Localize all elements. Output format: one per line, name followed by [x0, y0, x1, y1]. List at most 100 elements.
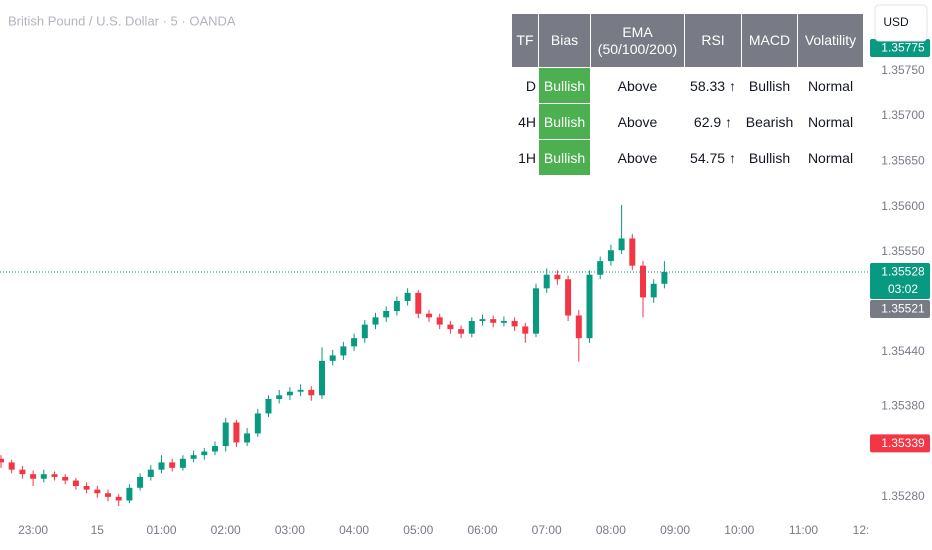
bias-cell: Bullish: [538, 103, 591, 140]
table-header-cell: RSI: [684, 13, 742, 68]
currency-button-label[interactable]: USD: [883, 15, 909, 29]
table-cell: Bullish: [741, 139, 798, 176]
x-tick-label: 03:00: [275, 523, 305, 537]
table-header-cell: Volatility: [797, 13, 864, 68]
candle-body: [533, 288, 539, 334]
table-body: D Bullish Above 58.33 ↑ Bullish Normal 4H Bulli…: [511, 67, 864, 176]
candle-body: [458, 329, 465, 334]
y-tick-label: 1.35700: [881, 108, 925, 122]
bias-cell: Bullish: [538, 139, 591, 176]
candle-body: [179, 458, 186, 468]
candle-body: [640, 265, 646, 298]
candle-body: [83, 485, 90, 490]
table-header: TF Bias EMA (50/100/200) RSI MACD Volatility: [511, 13, 864, 68]
candle-body: [51, 474, 58, 477]
candle-body: [597, 261, 604, 275]
candle-body: [393, 301, 400, 311]
candle-body: [233, 422, 240, 443]
candle-body: [447, 324, 454, 330]
candle-body: [361, 324, 368, 339]
candle-body: [565, 279, 572, 316]
candle-body: [0, 458, 4, 463]
candle-body: [147, 469, 154, 477]
candle-body: [415, 292, 422, 314]
candle-body: [308, 389, 315, 396]
x-tick-label: 09:00: [660, 523, 690, 537]
table-row: D Bullish Above 58.33 ↑ Bullish Normal: [511, 67, 864, 104]
table-header-cell: EMA (50/100/200): [590, 13, 685, 68]
candle-body: [297, 389, 304, 392]
candle-body: [319, 360, 325, 396]
candle-body: [543, 274, 550, 289]
candle-body: [351, 338, 358, 347]
y-tick-label: 1.35440: [881, 344, 925, 358]
table-cell: Normal: [797, 139, 864, 176]
table-cell: Bearish: [741, 103, 798, 140]
candle-body: [30, 474, 37, 479]
x-tick-label: 07:00: [532, 523, 562, 537]
indicator-table: TF Bias EMA (50/100/200) RSI MACD Volatility …: [511, 13, 864, 176]
x-tick-label: 04:00: [339, 523, 369, 537]
table-header-cell: TF: [511, 13, 539, 68]
candle-body: [244, 433, 251, 443]
price-label: [870, 434, 930, 453]
candle-body: [222, 422, 229, 447]
candle-body: [650, 283, 657, 298]
y-tick-label: 1.35600: [881, 199, 925, 213]
candle-body: [19, 469, 26, 475]
table-cell: D: [511, 67, 539, 104]
bias-cell: Bullish: [538, 67, 591, 104]
table-cell: Normal: [797, 67, 864, 104]
candle-body: [629, 238, 636, 266]
x-tick-label: 08:00: [596, 523, 626, 537]
candle-body: [383, 310, 390, 318]
price-label: [870, 300, 930, 319]
candle-body: [126, 487, 133, 501]
candle-body: [40, 474, 47, 479]
price-label-text: 1.35528: [881, 265, 925, 279]
x-tick-label: 02:00: [211, 523, 241, 537]
currency-button[interactable]: [874, 4, 928, 42]
table-cell: 62.9 ↑: [684, 103, 742, 140]
x-tick-label: 01:00: [146, 523, 176, 537]
candle-body: [169, 462, 176, 468]
table-cell: 4H: [511, 103, 539, 140]
candle-body: [190, 455, 197, 459]
candle-body: [276, 395, 283, 399]
candle-body: [468, 320, 475, 334]
candle-body: [254, 413, 261, 434]
candle-body: [115, 496, 122, 501]
candle-body: [554, 274, 561, 280]
candle-body: [607, 250, 614, 262]
candle-body: [265, 398, 272, 414]
table-header-cell: MACD: [741, 13, 798, 68]
candle-body: [72, 480, 79, 486]
x-tick-label: 10:00: [724, 523, 754, 537]
table-cell: Normal: [797, 103, 864, 140]
table-row: 1H Bullish Above 54.75 ↑ Bullish Normal: [511, 139, 864, 176]
countdown-text: 03:02: [888, 282, 918, 296]
price-label-text: 1.35775: [881, 41, 925, 55]
candle-body: [137, 476, 144, 488]
table-row: 4H Bullish Above 62.9 ↑ Bearish Normal: [511, 103, 864, 140]
candle-body: [62, 476, 69, 481]
candle-body: [340, 346, 347, 356]
candle-body: [426, 313, 432, 318]
candle-body: [575, 315, 582, 339]
candle-body: [661, 272, 668, 284]
table-cell: 58.33 ↑: [684, 67, 742, 104]
candle-body: [212, 446, 218, 452]
candle-body: [8, 462, 15, 470]
table-cell: Above: [590, 139, 685, 176]
y-tick-label: 1.35380: [881, 398, 925, 412]
price-label-text: 1.35521: [881, 302, 925, 316]
chart-title: British Pound / U.S. Dollar · 5 · OANDA: [8, 13, 236, 28]
candle-body: [618, 238, 625, 251]
x-tick-label: 15: [91, 523, 105, 537]
table-cell: Above: [590, 103, 685, 140]
x-tick-label: 06:00: [467, 523, 497, 537]
y-tick-label: 1.35280: [881, 489, 925, 503]
candle-body: [586, 274, 593, 339]
table-cell: Bullish: [741, 67, 798, 104]
candle-body: [511, 320, 518, 327]
